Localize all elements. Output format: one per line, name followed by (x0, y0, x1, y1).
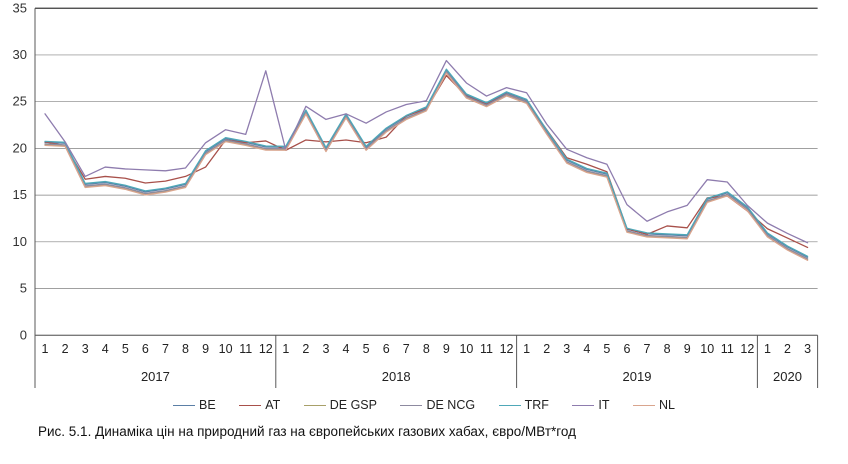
svg-text:0: 0 (20, 327, 27, 342)
svg-text:11: 11 (480, 342, 493, 356)
svg-text:7: 7 (162, 342, 169, 356)
svg-text:10: 10 (13, 234, 27, 249)
svg-text:6: 6 (142, 342, 149, 356)
svg-text:5: 5 (122, 342, 129, 356)
svg-text:2: 2 (302, 342, 309, 356)
svg-text:3: 3 (563, 342, 570, 356)
svg-text:5: 5 (363, 342, 370, 356)
svg-text:20: 20 (13, 140, 27, 155)
svg-text:12: 12 (740, 342, 754, 356)
svg-text:1: 1 (523, 342, 530, 356)
svg-text:9: 9 (202, 342, 209, 356)
svg-text:8: 8 (182, 342, 189, 356)
svg-text:9: 9 (684, 342, 691, 356)
svg-text:8: 8 (423, 342, 430, 356)
svg-text:1: 1 (282, 342, 289, 356)
svg-text:1: 1 (764, 342, 771, 356)
svg-text:4: 4 (343, 342, 350, 356)
svg-text:2: 2 (62, 342, 69, 356)
svg-text:6: 6 (623, 342, 630, 356)
svg-text:9: 9 (443, 342, 450, 356)
svg-text:10: 10 (219, 342, 233, 356)
svg-text:3: 3 (322, 342, 329, 356)
svg-text:3: 3 (804, 342, 811, 356)
svg-text:2020: 2020 (773, 369, 802, 384)
svg-text:10: 10 (700, 342, 714, 356)
svg-text:2019: 2019 (623, 369, 652, 384)
svg-text:6: 6 (383, 342, 390, 356)
svg-text:11: 11 (239, 342, 252, 356)
svg-text:1: 1 (42, 342, 49, 356)
svg-text:30: 30 (13, 47, 27, 62)
svg-text:12: 12 (259, 342, 273, 356)
svg-text:8: 8 (664, 342, 671, 356)
svg-text:4: 4 (102, 342, 109, 356)
svg-text:7: 7 (644, 342, 651, 356)
svg-text:5: 5 (20, 281, 27, 296)
svg-text:2018: 2018 (382, 369, 411, 384)
svg-text:11: 11 (721, 342, 734, 356)
svg-text:35: 35 (13, 0, 27, 15)
svg-text:7: 7 (403, 342, 410, 356)
svg-text:3: 3 (82, 342, 89, 356)
svg-text:2017: 2017 (141, 369, 170, 384)
svg-text:25: 25 (13, 94, 27, 109)
svg-text:2: 2 (784, 342, 791, 356)
svg-text:15: 15 (13, 187, 27, 202)
svg-text:5: 5 (603, 342, 610, 356)
svg-text:10: 10 (459, 342, 473, 356)
svg-text:2: 2 (543, 342, 550, 356)
svg-text:4: 4 (583, 342, 590, 356)
svg-text:12: 12 (500, 342, 514, 356)
